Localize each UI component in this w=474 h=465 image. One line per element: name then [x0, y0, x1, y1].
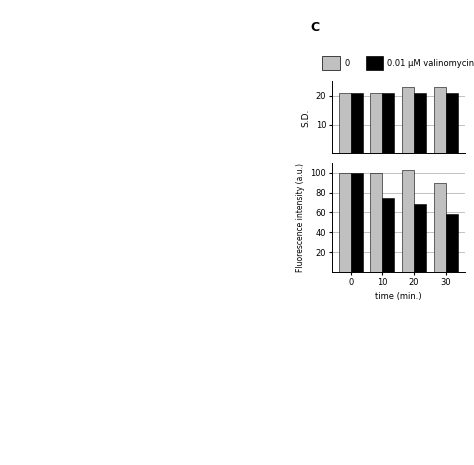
Bar — [402, 170, 414, 272]
Text: 0: 0 — [344, 59, 349, 68]
Bar — [351, 173, 363, 272]
Bar — [414, 93, 426, 153]
FancyBboxPatch shape — [366, 56, 383, 70]
Bar — [370, 173, 383, 272]
Bar — [434, 183, 446, 272]
Y-axis label: Fluorescence intensity (a.u.): Fluorescence intensity (a.u.) — [296, 163, 305, 272]
Bar — [383, 93, 394, 153]
Bar — [383, 198, 394, 272]
X-axis label: time (min.): time (min.) — [375, 292, 421, 301]
Bar — [339, 93, 351, 153]
Bar — [402, 87, 414, 153]
FancyBboxPatch shape — [322, 56, 340, 70]
Text: 0.01 μM valinomycin: 0.01 μM valinomycin — [387, 59, 474, 68]
Bar — [339, 173, 351, 272]
Y-axis label: S.D.: S.D. — [301, 108, 310, 126]
Bar — [414, 205, 426, 272]
Bar — [370, 93, 383, 153]
Bar — [446, 93, 457, 153]
Bar — [434, 87, 446, 153]
Bar — [351, 93, 363, 153]
Bar — [446, 214, 457, 272]
Text: C: C — [310, 21, 319, 34]
